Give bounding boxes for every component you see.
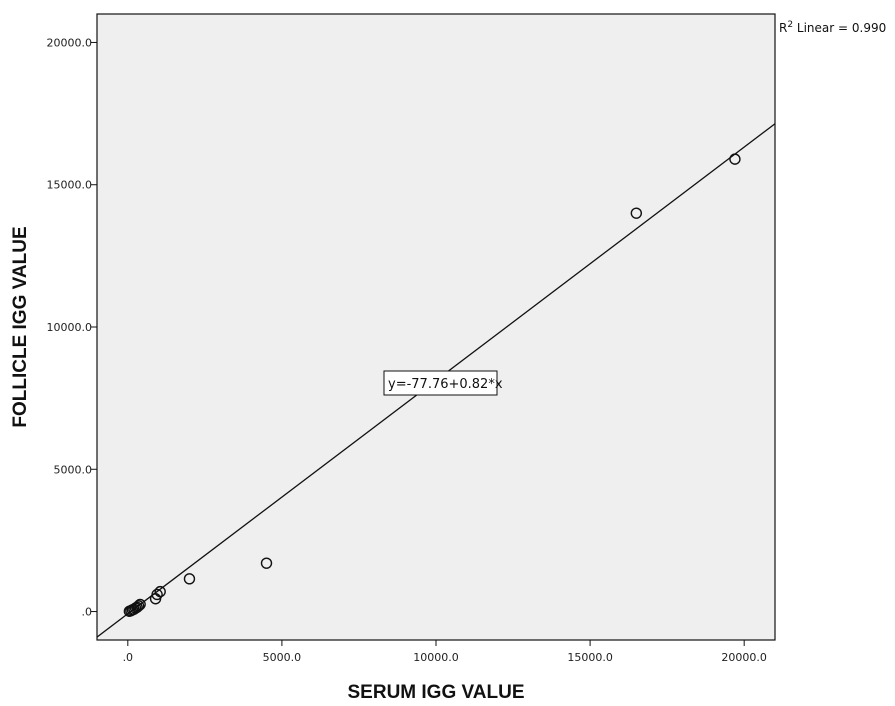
x-axis-title: SERUM IGG VALUE bbox=[348, 682, 525, 703]
y-tick-label: 20000.0 bbox=[47, 36, 93, 49]
x-tick-label: 20000.0 bbox=[721, 651, 767, 664]
data-point bbox=[630, 207, 643, 219]
y-axis: .0 5000.0 10000.0 15000.0 20000.0 bbox=[47, 36, 97, 619]
y-tick-label: .0 bbox=[82, 606, 93, 619]
data-points bbox=[123, 153, 741, 617]
data-point bbox=[183, 573, 196, 585]
r2-label-r: R bbox=[779, 21, 787, 35]
r2-label-text: Linear = 0.990 bbox=[793, 21, 886, 35]
data-point bbox=[131, 601, 143, 613]
x-tick-label: 5000.0 bbox=[263, 651, 302, 664]
y-tick-label: 10000.0 bbox=[47, 321, 93, 334]
data-point bbox=[132, 600, 145, 612]
x-tick-label: 15000.0 bbox=[567, 651, 613, 664]
equation-annotation: y=-77.76+0.82*x bbox=[383, 370, 503, 396]
x-axis: .0 5000.0 10000.0 15000.0 20000.0 bbox=[123, 640, 767, 664]
data-point bbox=[151, 588, 163, 601]
x-tick-label: .0 bbox=[123, 651, 134, 664]
x-tick-label: 10000.0 bbox=[413, 651, 459, 664]
plot-area bbox=[96, 13, 776, 641]
r2-label: R2 Linear = 0.990 bbox=[779, 20, 886, 35]
equation-label: y=-77.76+0.82*x bbox=[388, 377, 503, 392]
data-point bbox=[134, 598, 146, 611]
y-tick-label: 15000.0 bbox=[47, 179, 93, 192]
data-point bbox=[154, 585, 166, 598]
r2-label-sup: 2 bbox=[787, 20, 793, 30]
equation-box bbox=[383, 370, 498, 396]
data-point bbox=[729, 153, 741, 165]
data-point bbox=[260, 557, 273, 569]
y-axis-title: FOLLICLE IGG VALUE bbox=[10, 226, 31, 427]
y-tick-label: 5000.0 bbox=[54, 463, 93, 476]
